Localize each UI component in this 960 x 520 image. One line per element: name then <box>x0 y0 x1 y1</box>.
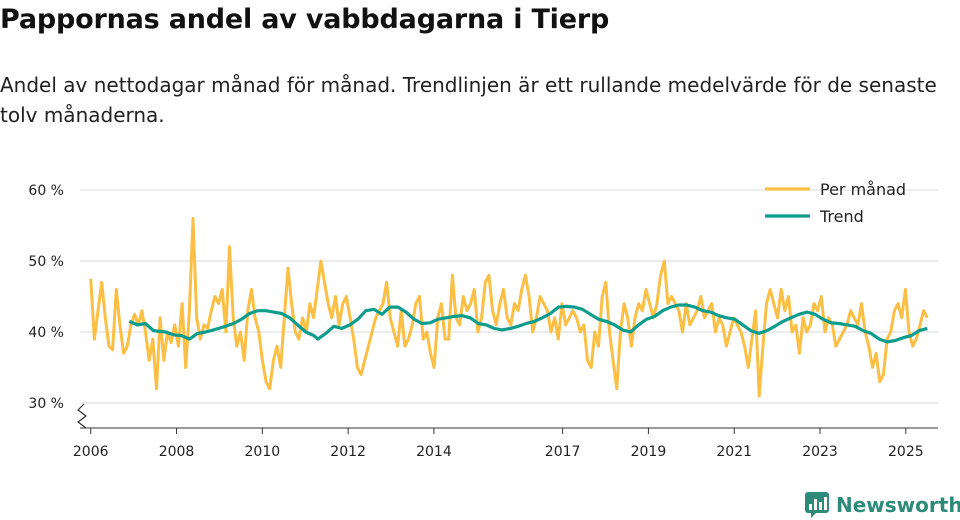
y-tick-labels: 30 % 40 % 50 % 60 % <box>28 183 64 412</box>
newsworthy-logo: Newsworthy <box>804 490 960 520</box>
page-subtitle: Andel av nettodagar månad för månad. Tre… <box>0 73 937 127</box>
x-tick-label: 2006 <box>73 444 109 460</box>
legend: Per månad Trend <box>765 180 906 226</box>
y-tick-label: 60 % <box>28 183 64 199</box>
series-line-per-month <box>89 216 929 398</box>
y-tick-label: 40 % <box>28 325 64 341</box>
axes <box>77 403 938 429</box>
gridlines <box>80 189 938 404</box>
x-tick-label: 2014 <box>416 444 452 460</box>
legend-label-per-month: Per månad <box>820 180 906 199</box>
newsworthy-icon <box>805 492 829 518</box>
series <box>89 216 929 398</box>
legend-label-trend: Trend <box>819 207 864 226</box>
x-tick-label: 2023 <box>802 444 838 460</box>
page-title: Pappornas andel av vabbdagarna i Tierp <box>0 4 610 35</box>
x-tick-label: 2008 <box>159 444 195 460</box>
axis-break-icon <box>77 403 87 429</box>
x-tick-label: 2021 <box>716 444 752 460</box>
y-tick-label: 30 % <box>28 396 64 412</box>
x-tick-label: 2010 <box>245 444 281 460</box>
y-tick-label: 50 % <box>28 254 64 270</box>
x-tick-label: 2012 <box>330 444 366 460</box>
x-tick-label: 2019 <box>631 444 667 460</box>
series-line-trend <box>128 303 928 344</box>
x-tick-label: 2025 <box>888 444 924 460</box>
x-tick-label: 2017 <box>545 444 581 460</box>
x-tick-labels: 2006 2008 2010 2012 2014 2017 2019 2021 2023 2025 <box>73 428 924 460</box>
brand-name: Newsworthy <box>836 493 960 517</box>
